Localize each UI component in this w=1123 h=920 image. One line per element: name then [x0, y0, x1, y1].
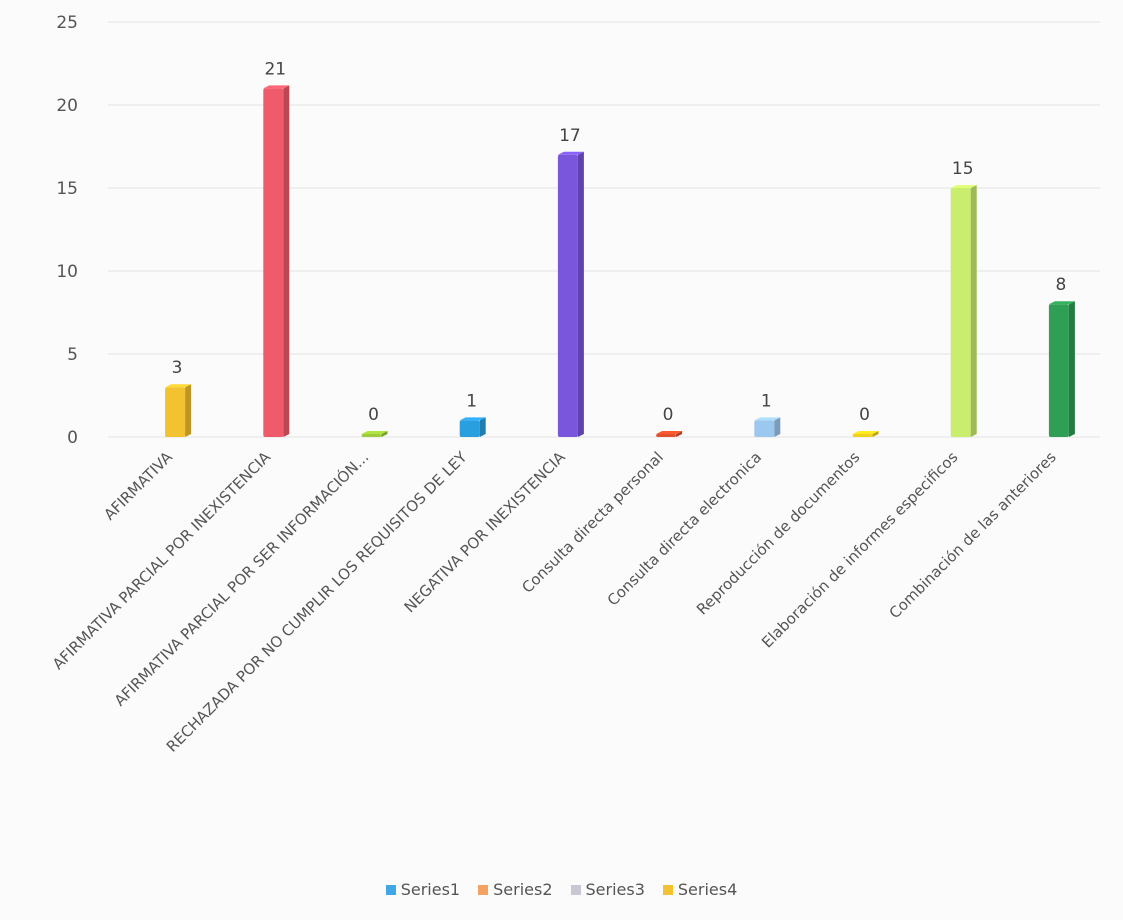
legend: Series1 Series2 Series3 Series4 [0, 880, 1123, 899]
y-axis-ticks: 0 5 10 15 20 25 [56, 13, 78, 448]
data-label: 3 [172, 358, 183, 378]
y-tick-label: 10 [56, 262, 78, 282]
legend-label: Series1 [400, 880, 461, 899]
category-label: Elaboración de informes especificos [758, 448, 962, 652]
data-label: 1 [761, 391, 772, 411]
legend-swatch [570, 884, 581, 895]
legend-item: Series1 [385, 880, 461, 899]
bar [263, 85, 290, 438]
bars [165, 85, 1075, 438]
data-label: 21 [264, 59, 286, 79]
data-label: 1 [466, 391, 477, 411]
data-label: 0 [368, 405, 379, 425]
bar [950, 185, 977, 437]
bar [557, 151, 584, 438]
category-label: Combinación de las anteriores [886, 448, 1060, 622]
legend-swatch [478, 884, 489, 895]
bar [1048, 301, 1075, 437]
y-tick-label: 15 [56, 179, 78, 199]
bar [165, 384, 192, 437]
category-label: AFIRMATIVA [100, 448, 176, 524]
data-label: 8 [1055, 275, 1066, 295]
legend-swatch [385, 884, 396, 895]
y-tick-label: 5 [67, 345, 78, 365]
bar [361, 431, 388, 437]
y-tick-label: 25 [56, 13, 78, 33]
data-label: 15 [952, 159, 974, 179]
y-tick-label: 20 [56, 96, 78, 116]
bar [459, 417, 486, 437]
legend-label: Series3 [585, 880, 645, 899]
category-label: Reproducción de documentos [693, 448, 863, 618]
category-label: AFIRMATIVA PARCIAL POR INEXISTENCIA [49, 448, 275, 674]
legend-item: Series4 [662, 880, 738, 899]
data-label: 0 [663, 405, 674, 425]
legend-swatch [662, 884, 673, 895]
y-tick-label: 0 [67, 428, 78, 448]
data-label: 0 [859, 405, 870, 425]
bar [754, 417, 781, 437]
legend-item: Series2 [478, 880, 553, 899]
category-label: NEGATIVA POR INEXISTENCIA [401, 448, 570, 617]
legend-label: Series4 [677, 880, 738, 899]
bar [852, 431, 879, 437]
legend-label: Series2 [493, 880, 553, 899]
category-label: Consulta directa electronica [604, 448, 765, 609]
data-labels: 3 21 0 1 17 0 1 0 15 8 [172, 59, 1067, 425]
bar [656, 431, 683, 437]
data-label: 17 [559, 126, 581, 146]
legend-item: Series3 [570, 880, 645, 899]
